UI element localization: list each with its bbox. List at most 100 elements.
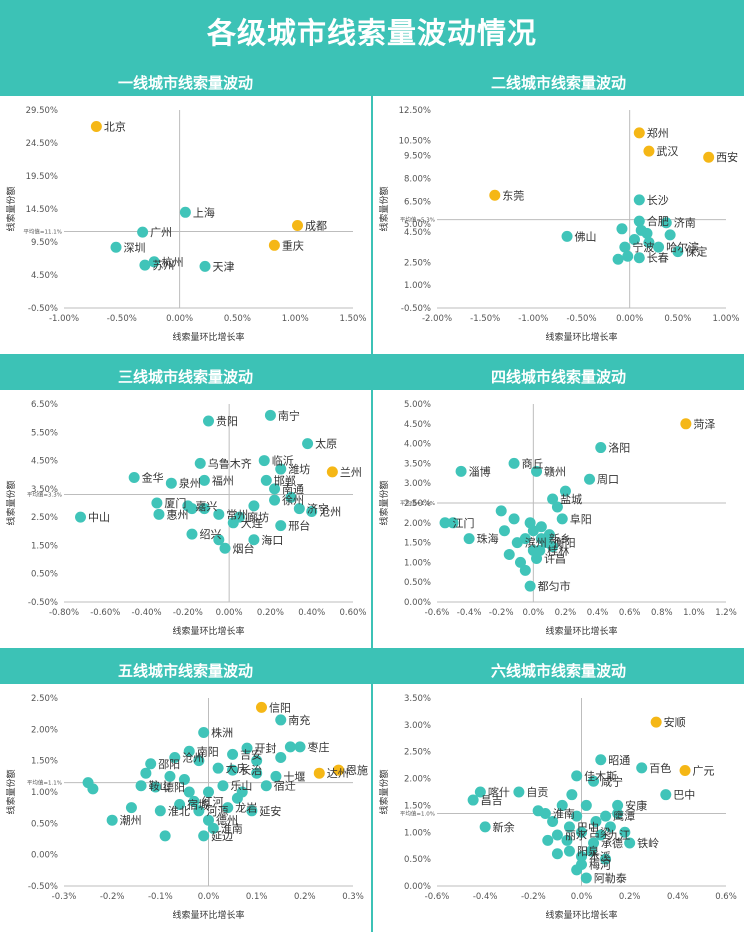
- point-label: 合肥: [647, 214, 669, 228]
- x-tick-label: -0.50%: [566, 314, 596, 324]
- point-label: 广州: [150, 226, 172, 239]
- data-point: [624, 837, 636, 849]
- x-tick-label: -0.2%: [489, 608, 514, 618]
- x-tick-label: -2.00%: [422, 314, 452, 324]
- point-label: 淮北: [168, 805, 190, 818]
- x-tick-label: -0.80%: [49, 608, 79, 618]
- y-tick-label: 2.50%: [31, 513, 58, 523]
- point-label: 济南: [674, 216, 696, 230]
- x-tick-label: 0.00%: [166, 314, 193, 324]
- point-label: 巴中: [577, 821, 599, 834]
- data-point: [213, 534, 225, 546]
- x-tick-label: -0.4%: [457, 608, 482, 618]
- point-label: 达州: [327, 767, 349, 780]
- highlight-point: [90, 121, 102, 132]
- y-tick-label: 1.00%: [404, 828, 431, 838]
- data-point: [633, 194, 645, 206]
- y-tick-label: 1.50%: [404, 801, 431, 811]
- y-tick-label: 1.00%: [404, 281, 431, 291]
- y-tick-label: 0.50%: [404, 578, 431, 588]
- data-point: [248, 500, 260, 512]
- point-label: 烟台: [233, 541, 255, 555]
- point-label: 衡阳: [554, 537, 576, 550]
- data-point: [154, 805, 166, 817]
- data-point: [566, 789, 578, 801]
- y-tick-label: 2.50%: [31, 694, 58, 704]
- point-label: 自贡: [526, 786, 548, 799]
- average-label: 平均值=1.0%: [400, 809, 435, 817]
- data-point: [636, 762, 648, 774]
- x-tick-label: 0.3%: [342, 892, 364, 902]
- point-label: 鞍山: [149, 779, 171, 793]
- data-point: [543, 529, 555, 541]
- data-point: [294, 741, 306, 753]
- average-label: 平均值=3.3%: [27, 491, 62, 499]
- point-label: 邯郸: [274, 473, 296, 487]
- y-tick-label: 6.50%: [31, 400, 58, 410]
- y-tick-label: 4.50%: [31, 271, 58, 281]
- data-point: [612, 253, 624, 265]
- x-axis-title: 线索量环比增长率: [172, 625, 244, 637]
- data-point: [213, 508, 225, 520]
- data-point: [519, 533, 531, 545]
- point-label: 天津: [213, 260, 235, 273]
- point-label: 桂林: [547, 544, 569, 558]
- highlight-point: [313, 767, 325, 779]
- data-point: [251, 755, 263, 767]
- data-point: [643, 237, 655, 249]
- x-axis-title: 线索量环比增长率: [172, 909, 244, 921]
- data-point: [227, 764, 239, 776]
- x-tick-label: 1.0%: [683, 608, 705, 618]
- point-label: 阿勒泰: [594, 871, 627, 885]
- data-point: [556, 513, 568, 525]
- data-point: [628, 233, 640, 245]
- x-tick-label: -0.50%: [107, 314, 137, 324]
- y-axis-title: 线索量份额: [5, 769, 17, 814]
- data-point: [284, 741, 296, 753]
- data-point: [633, 215, 645, 227]
- y-tick-label: 2.50%: [404, 258, 431, 268]
- highlight-point: [680, 418, 692, 430]
- data-point: [137, 226, 149, 238]
- data-point: [148, 256, 160, 268]
- y-tick-label: 5.50%: [31, 428, 58, 438]
- x-tick-label: 0.50%: [664, 314, 691, 324]
- data-point: [527, 545, 539, 557]
- data-point: [198, 474, 210, 486]
- x-tick-label: 0.0%: [571, 892, 593, 902]
- point-label: 本溪: [589, 849, 611, 863]
- point-label: 新余: [493, 820, 515, 834]
- x-tick-label: -1.50%: [470, 314, 500, 324]
- data-point: [556, 799, 568, 811]
- data-point: [563, 845, 575, 857]
- highlight-point: [333, 764, 345, 776]
- point-label: 广元: [693, 765, 715, 778]
- point-label: 惠州: [166, 507, 188, 521]
- x-tick-label: -0.2%: [100, 892, 125, 902]
- point-label: 太原: [315, 438, 337, 451]
- average-label: 平均值=1.9%: [400, 499, 435, 507]
- point-label: 宿城: [187, 798, 209, 812]
- point-label: 沧州: [182, 751, 204, 765]
- y-tick-label: 3.50%: [404, 694, 431, 704]
- chart-panel-tier3: 三线城市线索量波动 -0.50% 0.50% 1.50% 2.50% 3.50% 4.50…: [0, 362, 371, 648]
- data-point: [604, 821, 616, 833]
- x-axis-title: 线索量环比增长率: [172, 331, 244, 343]
- data-point: [264, 409, 276, 421]
- average-label: 平均值=5.3%: [400, 216, 435, 224]
- x-tick-label: 0.4%: [587, 608, 609, 618]
- data-point: [150, 781, 162, 793]
- data-point: [269, 483, 281, 495]
- point-label: 兰州: [340, 466, 362, 479]
- point-label: 吉安: [240, 747, 262, 761]
- x-tick-label: 0.50%: [224, 314, 251, 324]
- point-label: 东莞: [502, 189, 524, 202]
- data-point: [87, 783, 99, 795]
- data-point: [561, 230, 573, 242]
- x-tick-label: 0.60%: [339, 608, 366, 618]
- point-label: 临沂: [272, 454, 294, 468]
- x-tick-label: -0.3%: [52, 892, 77, 902]
- point-label: 南通: [282, 483, 304, 496]
- x-tick-label: 0.1%: [246, 892, 268, 902]
- data-point: [519, 564, 531, 576]
